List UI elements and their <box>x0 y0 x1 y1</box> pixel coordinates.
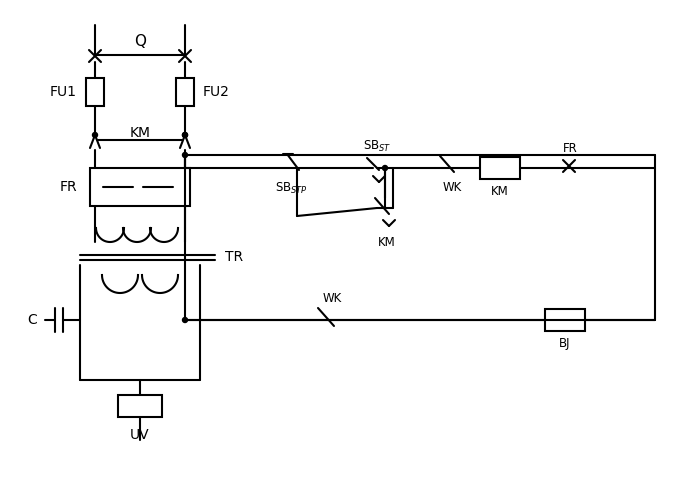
Circle shape <box>183 152 188 157</box>
Text: FR: FR <box>563 142 578 155</box>
Circle shape <box>92 132 97 138</box>
Bar <box>545 309 585 331</box>
Text: FR: FR <box>60 180 77 194</box>
Text: KM: KM <box>130 126 150 140</box>
Circle shape <box>183 132 188 138</box>
Bar <box>480 157 520 179</box>
Text: UV: UV <box>130 428 150 442</box>
Text: BJ: BJ <box>559 337 570 350</box>
Bar <box>86 78 104 106</box>
Circle shape <box>183 318 188 322</box>
Text: Q: Q <box>134 34 146 49</box>
Circle shape <box>183 132 188 138</box>
Text: KM: KM <box>378 236 396 249</box>
Text: WK: WK <box>442 181 461 194</box>
Circle shape <box>382 166 388 171</box>
Text: SB$_{STP}$: SB$_{STP}$ <box>274 181 307 196</box>
Bar <box>176 78 194 106</box>
Text: TR: TR <box>225 250 243 264</box>
Bar <box>90 168 190 206</box>
Text: SB$_{ST}$: SB$_{ST}$ <box>363 139 391 154</box>
Text: FU2: FU2 <box>203 85 230 99</box>
Bar <box>118 395 162 417</box>
Text: C: C <box>27 313 37 327</box>
Text: KM: KM <box>491 185 509 198</box>
Text: FU1: FU1 <box>50 85 77 99</box>
Text: WK: WK <box>323 292 342 305</box>
